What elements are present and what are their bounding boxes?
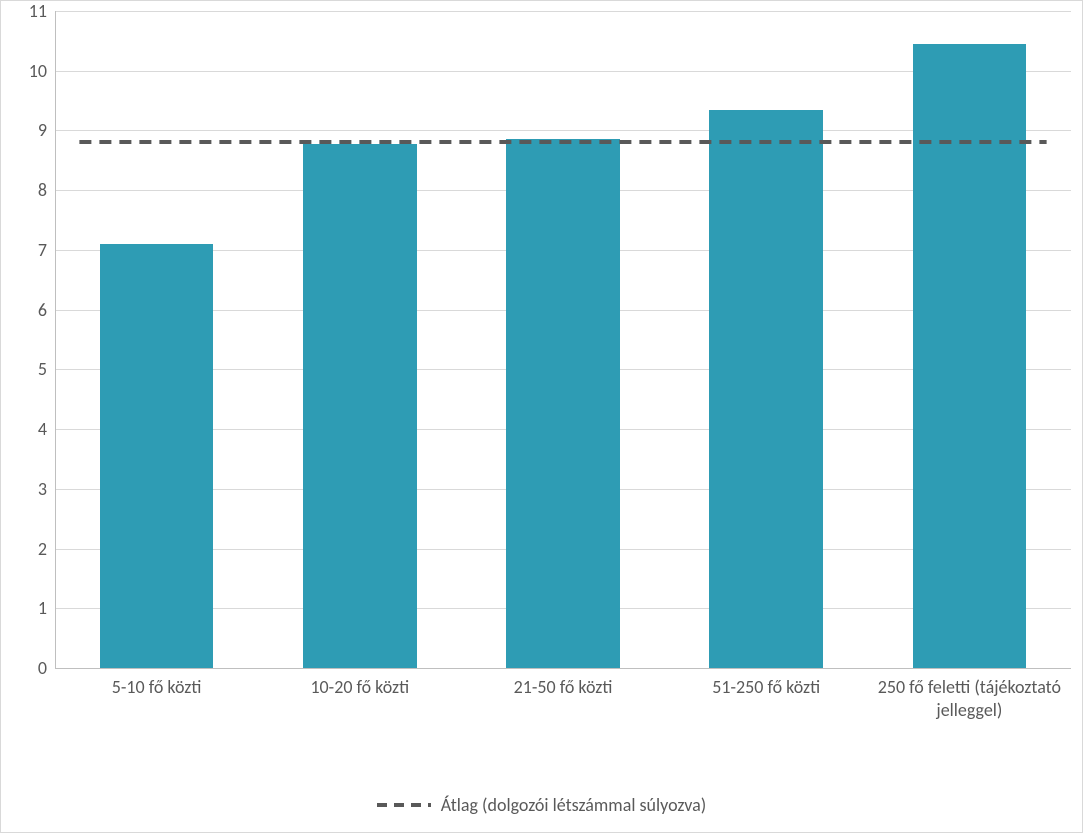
y-tick-label: 11 (1, 0, 55, 22)
bar (913, 44, 1027, 668)
bar (506, 139, 620, 668)
y-tick-label: 10 (1, 60, 55, 82)
y-tick-label: 2 (1, 538, 55, 560)
y-tick-label: 6 (1, 299, 55, 321)
y-tick-label: 5 (1, 358, 55, 380)
y-tick-label: 4 (1, 418, 55, 440)
legend-label: Átlag (dolgozói létszámmal súlyozva) (441, 794, 706, 816)
y-axis-line (55, 11, 56, 668)
bar (303, 144, 417, 668)
y-tick-label: 7 (1, 239, 55, 261)
legend-dash-icon (377, 802, 431, 808)
legend-item-average: Átlag (dolgozói létszámmal súlyozva) (377, 794, 706, 816)
y-tick-label: 1 (1, 597, 55, 619)
bar-chart: 0 1 2 3 4 5 6 7 8 9 10 11 5-10 fő közti 10-20 fő közt… (0, 0, 1083, 833)
y-tick-label: 8 (1, 179, 55, 201)
bar (709, 110, 823, 668)
x-tick-label: 21-50 fő közti (468, 668, 658, 699)
gridline (55, 11, 1071, 12)
legend: Átlag (dolgozói létszámmal súlyozva) (1, 791, 1082, 816)
bar (100, 244, 214, 668)
x-tick-label: 51-250 fő közti (671, 668, 861, 699)
x-tick-label: 10-20 fő közti (265, 668, 455, 699)
x-tick-label: 5-10 fő közti (62, 668, 252, 699)
y-tick-label: 0 (1, 657, 55, 679)
y-tick-label: 9 (1, 119, 55, 141)
y-tick-label: 3 (1, 478, 55, 500)
x-tick-label: 250 fő feletti (tájékoztató jelleggel) (874, 668, 1064, 721)
